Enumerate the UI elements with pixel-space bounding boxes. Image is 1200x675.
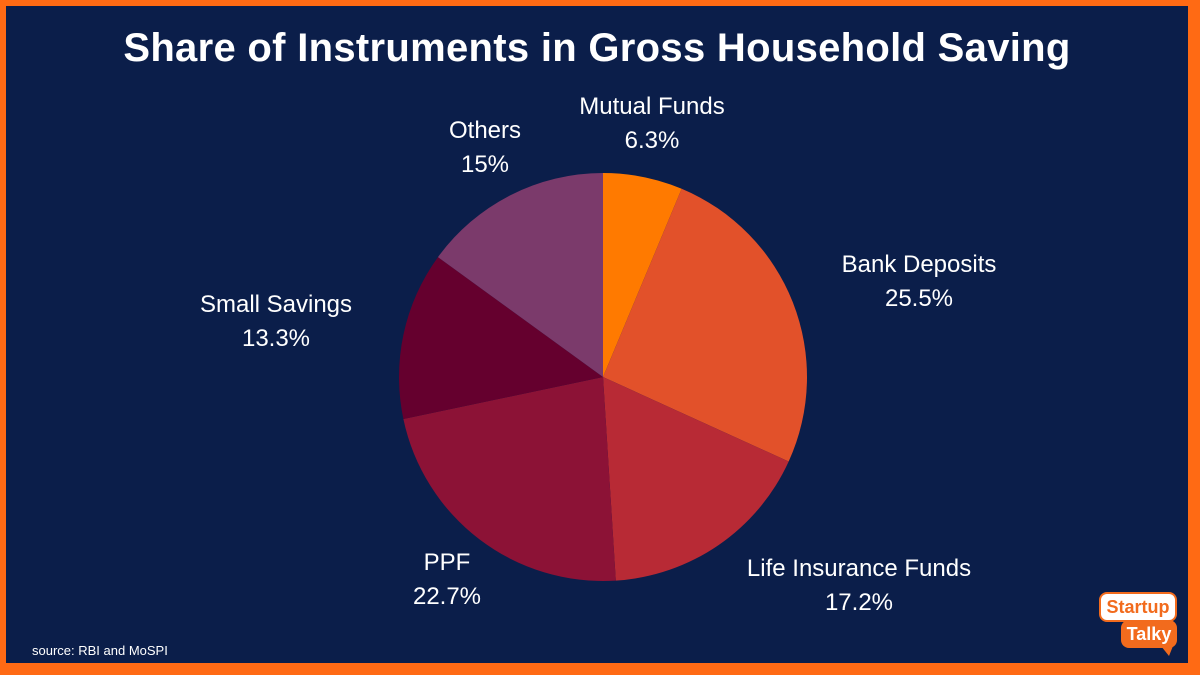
slice-label-bank-deposits: Bank Deposits 25.5% [842,248,997,316]
logo-line2: Talky [1121,620,1177,648]
slice-label-life-insurance-funds: Life Insurance Funds 17.2% [747,552,971,620]
chart-title: Share of Instruments in Gross Household … [123,26,1071,70]
pie-slice-small-savings [398,257,603,419]
slice-name: Life Insurance Funds [746,555,972,582]
slice-value: 6.3% [624,127,680,154]
pie-slice-ppf [403,377,616,582]
slice-label-ppf: PPF 22.7% [413,546,481,614]
pie-chart [398,173,807,582]
source-note: source: RBI and MoSPI [32,643,168,658]
pie-slice-bank-deposits [603,188,807,462]
slice-value: 13.3% [241,325,311,352]
slice-name: Small Savings [199,291,353,318]
pie-slice-others [437,173,603,377]
slice-label-others: Others 15% [449,114,521,182]
slice-label-small-savings: Small Savings 13.3% [200,288,352,356]
pie-slice-mutual-funds [603,173,682,377]
logo-tail [1161,646,1173,656]
slice-value: 17.2% [824,589,894,616]
slice-label-mutual-funds: Mutual Funds 6.3% [579,90,724,158]
startup-talky-logo: Startup Talky [1099,592,1179,658]
slice-name: PPF [423,549,471,576]
slice-value: 25.5% [884,285,954,312]
slice-value: 15% [460,151,510,178]
slice-name: Bank Deposits [841,251,997,278]
pie-slice-life-insurance-funds [603,377,789,581]
logo-line1: Startup [1099,592,1177,622]
slice-value: 22.7% [412,583,482,610]
slice-name: Others [448,117,522,144]
chart-canvas: Share of Instruments in Gross Household … [6,6,1188,663]
slice-name: Mutual Funds [579,93,725,120]
